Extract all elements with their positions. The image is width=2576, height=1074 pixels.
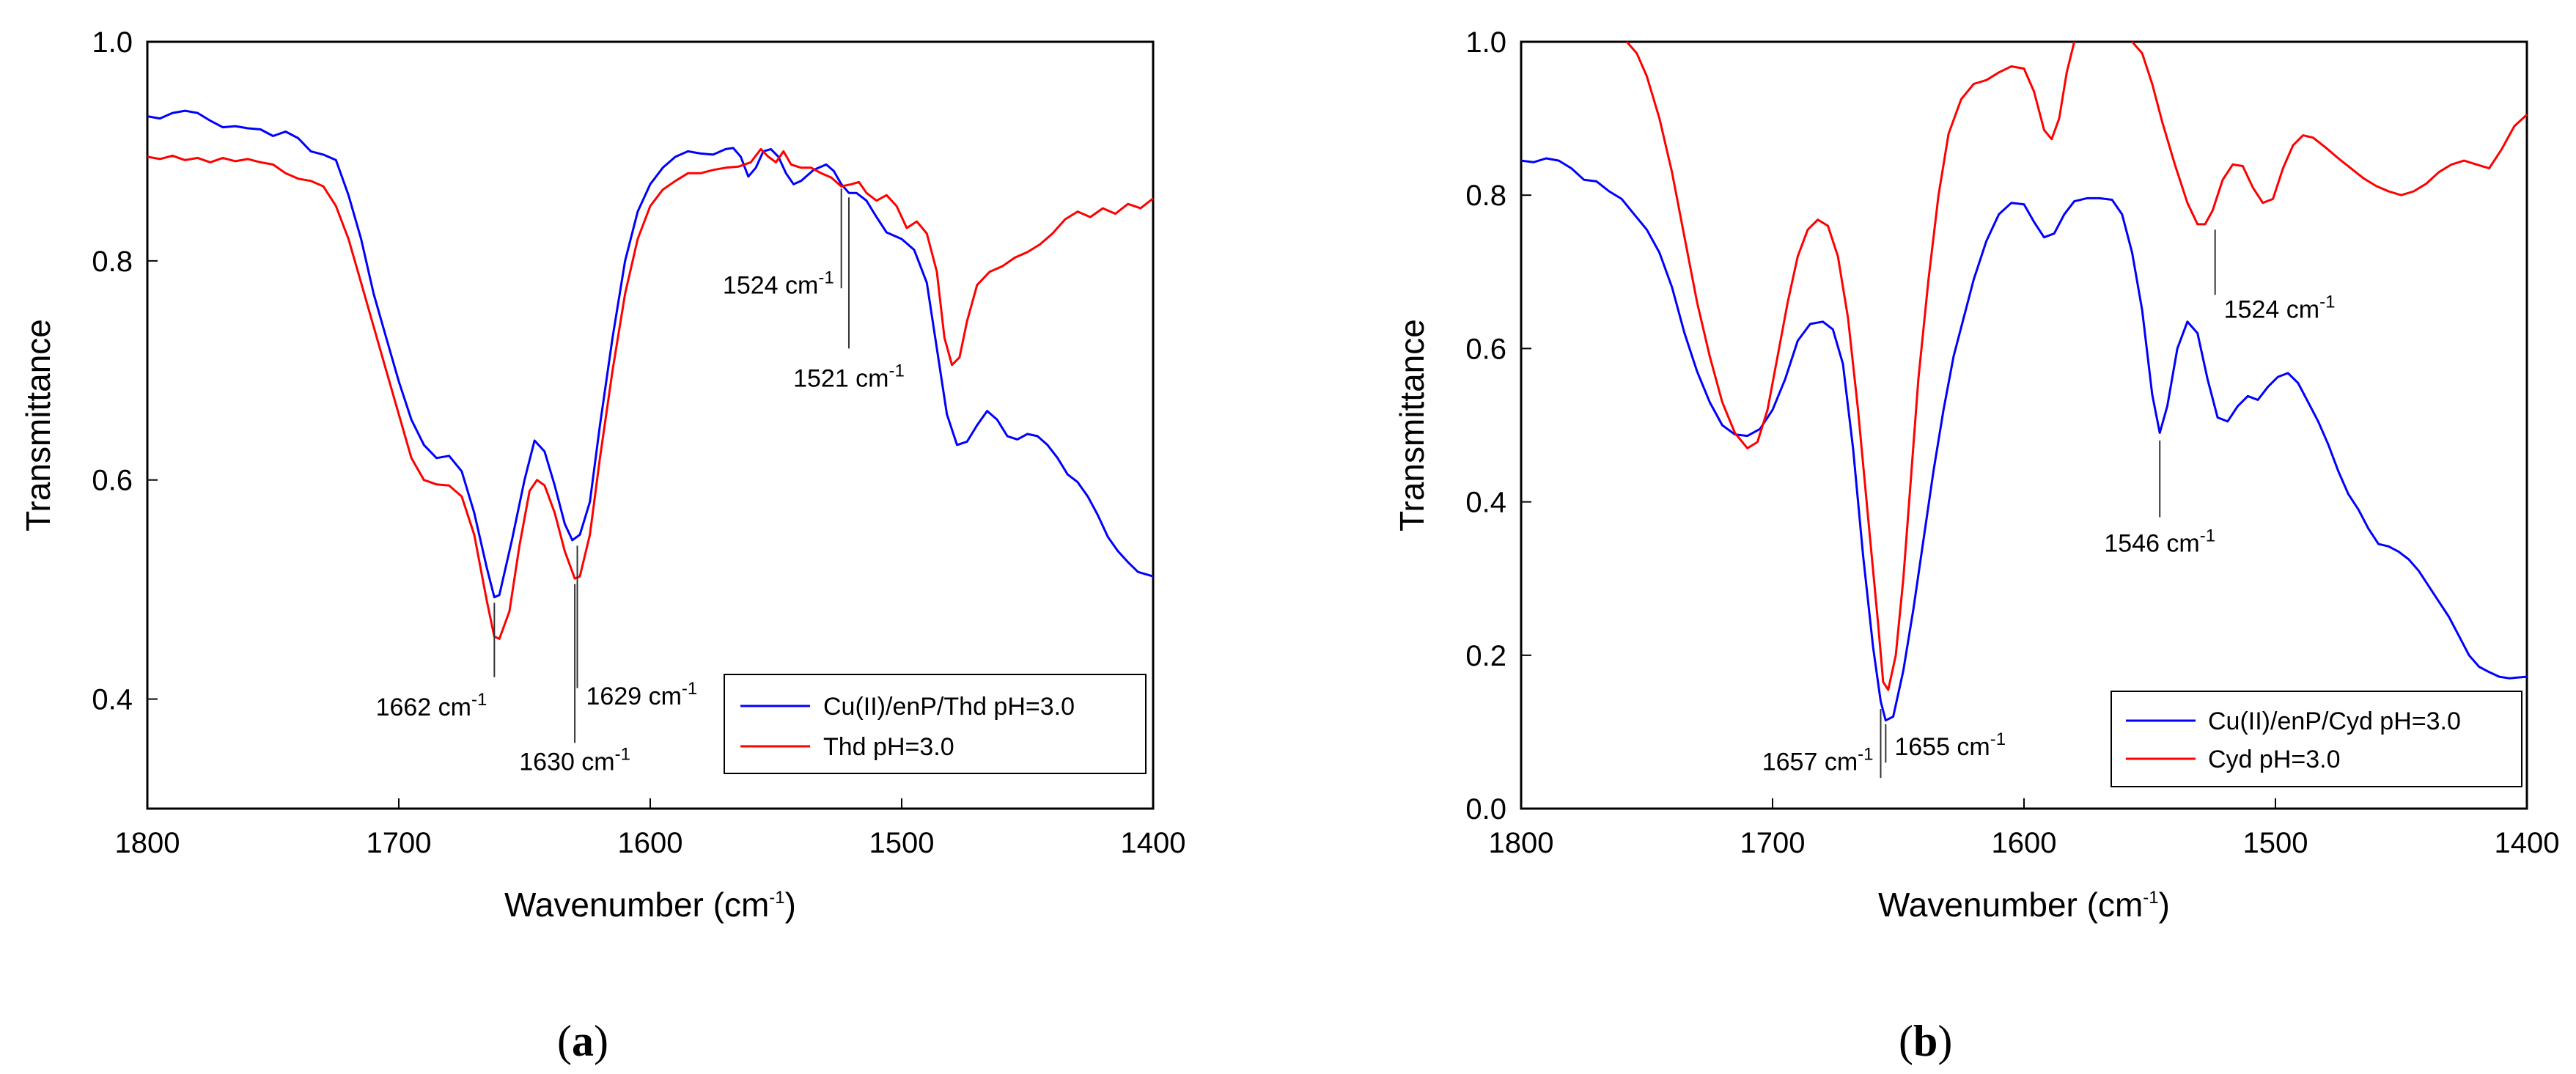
panel-b-series <box>1520 41 2528 722</box>
panel-b-legend-label-cu-cyd: Cu(II)/enP/Cyd pH=3.0 <box>2208 707 2461 735</box>
panel-a-y-tick-label-1: 0.6 <box>92 465 133 497</box>
panel-b-legend: Cu(II)/enP/Cyd pH=3.0 Cyd pH=3.0 <box>2111 691 2522 787</box>
panel-b-series-line-1 <box>1625 41 2076 691</box>
panel-a: 1662 cm-1 1630 cm-1 1629 cm-1 1524 cm-1 1521… <box>19 26 1185 1065</box>
panel-a-annotation-label-0: 1662 cm-1 <box>376 690 487 721</box>
panel-b-x-axis-label: Wavenumber (cm-1) <box>1878 886 2170 924</box>
panel-a-legend-label-cu-thd: Cu(II)/enP/Thd pH=3.0 <box>823 693 1075 721</box>
panel-b-series-line-0 <box>1520 157 2528 722</box>
panel-a-annotation-label-4: 1521 cm-1 <box>793 361 905 393</box>
panel-a-series-line-1 <box>147 147 1154 640</box>
panel-a-legend: Cu(II)/enP/Thd pH=3.0 Thd pH=3.0 <box>724 674 1147 774</box>
panel-b-caption: (b) <box>1899 1017 1952 1065</box>
panel-b-y-axis: 0.0 0.2 0.4 0.6 0.8 1.0 <box>1465 26 1531 825</box>
panel-b-annotation-label-2: 1657 cm-1 <box>1762 745 1874 776</box>
panel-b-y-tick-label-1: 0.2 <box>1465 640 1506 672</box>
panel-a-x-tick-label-0: 1800 <box>115 827 180 859</box>
panel-b-y-tick-label-4: 0.8 <box>1465 180 1506 212</box>
panel-b-annotation-label-1: 1546 cm-1 <box>2104 526 2215 558</box>
panel-a-y-tick-label-2: 0.8 <box>92 246 133 278</box>
panel-a-y-axis: 0.4 0.6 0.8 1.0 <box>92 26 158 716</box>
panel-a-annotation-label-1: 1630 cm-1 <box>519 745 630 776</box>
panel-a-annotations: 1662 cm-1 1630 cm-1 1629 cm-1 1524 cm-1 1521… <box>376 188 905 776</box>
panel-b-y-tick-label-5: 1.0 <box>1465 26 1506 59</box>
panel-b-y-tick-label-0: 0.0 <box>1465 793 1506 825</box>
panel-b-legend-box <box>2111 691 2522 787</box>
panel-b-series-line-2 <box>2131 41 2528 226</box>
panel-b-x-tick-label-3: 1500 <box>2243 827 2308 859</box>
panel-a-legend-label-thd: Thd pH=3.0 <box>823 733 954 761</box>
panel-a-x-tick-label-4: 1400 <box>1121 827 1186 859</box>
panel-a-y-tick-label-0: 0.4 <box>92 684 133 716</box>
panel-b-x-axis: 1800 1700 1600 1500 1400 <box>1489 798 2560 859</box>
panel-b-x-tick-label-1: 1700 <box>1740 827 1806 859</box>
panel-a-x-tick-label-1: 1700 <box>367 827 432 859</box>
panel-a-annotation-label-2: 1629 cm-1 <box>586 679 698 710</box>
panel-b-plot-frame <box>1520 40 2528 810</box>
panel-a-y-tick-label-3: 1.0 <box>92 26 133 59</box>
panel-b-y-tick-label-3: 0.6 <box>1465 333 1506 365</box>
panel-b-x-tick-label-0: 1800 <box>1489 827 1554 859</box>
panel-b-annotation-label-3: 1655 cm-1 <box>1894 729 2006 761</box>
panel-b-legend-label-cyd: Cyd pH=3.0 <box>2208 746 2341 773</box>
panel-b-x-tick-label-4: 1400 <box>2495 827 2560 859</box>
panel-a-x-axis: 1800 1700 1600 1500 1400 <box>115 798 1186 859</box>
panel-b-y-axis-label: Transmittance <box>1393 319 1431 532</box>
panel-a-x-axis-label: Wavenumber (cm-1) <box>504 886 796 924</box>
panel-a-y-axis-label: Transmittance <box>19 319 57 532</box>
panel-a-annotation-label-3: 1524 cm-1 <box>723 268 834 300</box>
panel-b: 1524 cm-1 1546 cm-1 1657 cm-1 1655 cm-1 180… <box>1393 26 2559 1065</box>
panel-b-annotation-label-0: 1524 cm-1 <box>2224 293 2336 324</box>
panel-a-x-tick-label-3: 1500 <box>869 827 935 859</box>
panel-b-x-tick-label-2: 1600 <box>1992 827 2057 859</box>
panel-b-annotations: 1524 cm-1 1546 cm-1 1657 cm-1 1655 cm-1 <box>1762 229 2336 779</box>
panel-a-legend-box <box>724 674 1147 774</box>
panel-a-series <box>147 109 1154 640</box>
panel-a-x-tick-label-2: 1600 <box>618 827 683 859</box>
panel-b-y-tick-label-2: 0.4 <box>1465 487 1506 519</box>
panel-a-caption: (a) <box>557 1017 608 1065</box>
panel-a-series-line-0 <box>147 109 1154 599</box>
